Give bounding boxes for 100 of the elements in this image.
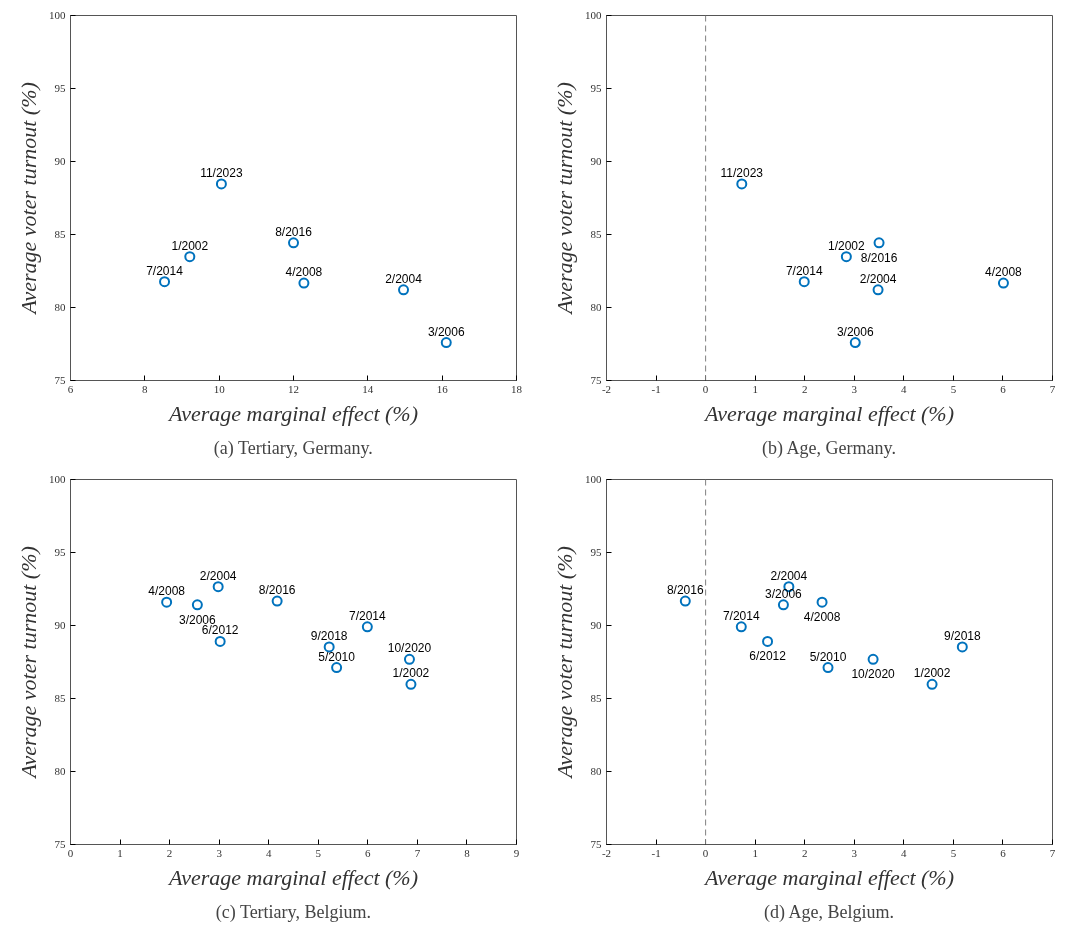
x-tick-label: 0 (702, 846, 709, 859)
annotation: 7/2014 (785, 263, 823, 278)
x-tick-label: 3 (851, 846, 858, 859)
annotation: 11/2023 (200, 165, 243, 180)
y-tick-label: 85 (590, 692, 602, 704)
annotation: 6/2012 (749, 649, 787, 664)
y-tick-label: 100 (585, 9, 602, 21)
x-tick-label: 8 (464, 846, 471, 859)
text: (d) Age, Belgium. (764, 901, 894, 923)
x-tick-label: 7 (414, 846, 421, 859)
y-axis-title: Average voter turnout (%) (16, 546, 41, 780)
annotation: 4/2008 (148, 584, 186, 599)
x-tick-label: 18 (511, 382, 523, 395)
x-tick-label: 7 (1049, 846, 1056, 859)
annotation: 1/2002 (913, 666, 951, 681)
y-tick-label: 90 (590, 155, 602, 167)
x-tick-label: 12 (288, 382, 299, 395)
annotation: 2/2004 (199, 568, 237, 583)
x-tick-label: 2 (166, 846, 173, 859)
y-axis-title: Average voter turnout (%) (16, 82, 41, 316)
x-tick-label: 14 (362, 382, 374, 395)
annotation: 2/2004 (770, 568, 808, 583)
annotation: 4/2008 (803, 610, 841, 625)
x-tick-label: 2 (801, 382, 808, 395)
text: (a) Tertiary, Germany. (213, 437, 373, 459)
annotation: 7/2014 (146, 263, 184, 278)
annotation: 7/2014 (348, 608, 387, 623)
annotation: 8/2016 (860, 250, 898, 265)
x-tick-label: 1 (752, 846, 758, 859)
x-tick-label: 4 (901, 382, 908, 395)
x-tick-label: 4 (265, 846, 272, 859)
x-tick-label: 5 (315, 846, 322, 859)
x-axis-title: Average marginal effect (%) (702, 864, 955, 890)
annotation: 8/2016 (258, 583, 296, 598)
text: (c) Tertiary, Belgium. (215, 901, 371, 923)
annotation: 5/2010 (318, 649, 356, 664)
x-axis-title: Average marginal effect (%) (166, 400, 419, 426)
y-tick-label: 95 (54, 546, 66, 558)
x-axis-title: Average marginal effect (%) (166, 864, 419, 890)
x-tick-label: 5 (950, 382, 957, 395)
y-tick-label: 75 (590, 374, 602, 386)
x-tick-label: 9 (513, 846, 520, 859)
annotation: 2/2004 (385, 271, 423, 286)
annotation: 5/2010 (809, 649, 847, 664)
x-tick-label: 2 (801, 846, 808, 859)
x-tick-label: 3 (216, 846, 223, 859)
x-tick-label: 6 (1000, 382, 1007, 395)
y-tick-label: 95 (590, 82, 602, 94)
y-tick-label: 85 (590, 228, 602, 240)
annotation: 1/2002 (828, 238, 866, 253)
annotation: 3/2006 (765, 586, 803, 601)
y-tick-label: 80 (54, 301, 66, 313)
x-tick-label: 6 (67, 382, 74, 395)
y-tick-label: 75 (54, 838, 66, 850)
annotation: 6/2012 (201, 623, 239, 638)
x-tick-label: 7 (1049, 382, 1056, 395)
x-axis-title: Average marginal effect (%) (702, 400, 955, 426)
y-tick-label: 90 (54, 155, 66, 167)
x-tick-label: -2 (601, 846, 612, 859)
y-tick-label: 95 (54, 82, 66, 94)
y-tick-label: 95 (590, 546, 602, 558)
y-tick-label: 75 (54, 374, 66, 386)
x-tick-label: 1 (117, 846, 123, 859)
x-tick-label: 1 (752, 382, 758, 395)
annotation: 4/2008 (285, 265, 323, 280)
y-tick-label: 90 (54, 619, 66, 631)
annotation: 8/2016 (666, 583, 704, 598)
y-tick-label: 100 (49, 9, 66, 21)
annotation: 2/2004 (859, 271, 897, 286)
y-tick-label: 90 (590, 619, 602, 631)
annotation: 7/2014 (722, 608, 760, 623)
annotation: 10/2020 (387, 641, 432, 656)
x-tick-label: 0 (702, 382, 709, 395)
x-tick-label: 10 (213, 382, 226, 395)
x-tick-label: -1 (651, 382, 661, 395)
x-tick-label: 6 (1000, 846, 1007, 859)
y-tick-label: 80 (54, 765, 66, 777)
x-tick-label: 6 (365, 846, 372, 859)
x-tick-label: 3 (851, 382, 858, 395)
x-tick-label: 16 (436, 382, 449, 395)
annotation: 9/2018 (310, 628, 348, 643)
x-tick-label: 8 (142, 382, 149, 395)
y-tick-label: 85 (54, 228, 66, 240)
x-tick-label: 5 (950, 846, 957, 859)
annotation: 3/2006 (836, 324, 874, 339)
y-tick-label: 80 (590, 301, 602, 313)
annotation: 10/2020 (851, 667, 896, 682)
y-tick-label: 85 (54, 692, 66, 704)
text: (b) Age, Germany. (762, 437, 896, 459)
annotation: 1/2002 (392, 666, 430, 681)
annotation: 1/2002 (171, 238, 209, 253)
y-tick-label: 100 (585, 473, 602, 485)
annotation: 11/2023 (720, 165, 764, 180)
annotation: 9/2018 (943, 628, 981, 643)
annotation: 4/2008 (985, 265, 1023, 280)
y-tick-label: 80 (590, 765, 602, 777)
x-tick-label: 0 (67, 846, 74, 859)
y-axis-title: Average voter turnout (%) (552, 82, 577, 316)
x-tick-label: -1 (651, 846, 661, 859)
y-axis-title: Average voter turnout (%) (552, 546, 577, 780)
